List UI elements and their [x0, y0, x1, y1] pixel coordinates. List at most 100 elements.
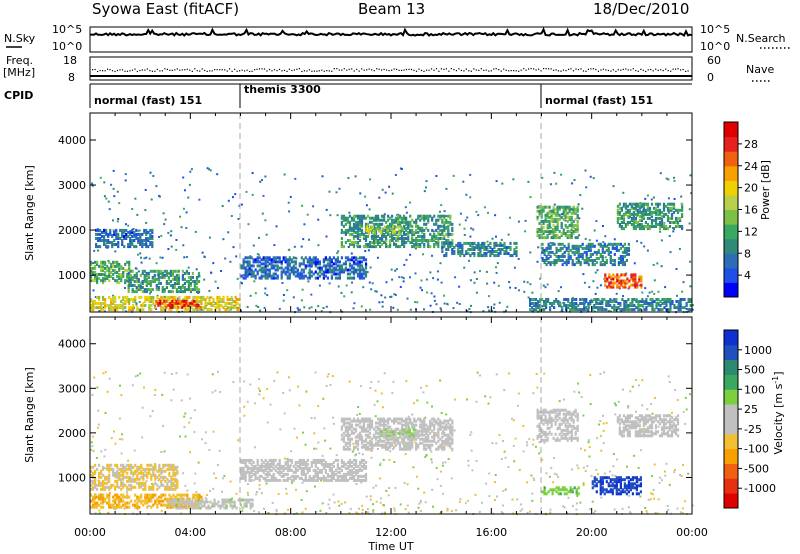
range-gate-cell — [633, 304, 636, 307]
range-gate-cell — [248, 266, 251, 270]
nave-point — [378, 68, 380, 70]
range-gate-cell — [562, 211, 565, 215]
range-gate-cell — [110, 271, 113, 274]
range-gate-cell — [358, 218, 362, 222]
range-gate-cell — [312, 260, 315, 264]
range-gate-cell — [583, 306, 586, 310]
range-gate-cell — [137, 288, 140, 292]
range-gate-cell — [400, 229, 403, 233]
range-gate-cell — [170, 373, 173, 375]
range-gate-cell — [330, 264, 333, 268]
range-gate-cell — [179, 435, 181, 438]
range-gate-cell — [457, 252, 460, 255]
range-gate-cell — [314, 258, 317, 262]
range-gate-cell — [366, 214, 370, 218]
range-gate-cell — [620, 283, 623, 287]
range-gate-cell — [652, 196, 655, 199]
range-gate-cell — [112, 302, 115, 305]
range-gate-cell — [145, 284, 148, 287]
range-gate-cell — [177, 280, 180, 283]
range-gate-cell — [360, 276, 364, 280]
range-gate-cell — [316, 260, 319, 264]
range-gate-cell — [613, 304, 616, 307]
nave-point — [545, 68, 547, 70]
range-gate-cell — [144, 483, 147, 487]
range-gate-cell — [370, 216, 374, 220]
range-gate-cell — [536, 209, 539, 213]
range-gate-cell — [681, 227, 684, 231]
range-gate-cell — [629, 308, 632, 312]
range-gate-cell — [458, 285, 461, 288]
range-gate-cell — [218, 295, 221, 299]
range-gate-cell — [389, 450, 392, 453]
range-gate-cell — [129, 245, 132, 249]
range-gate-cell — [601, 300, 604, 303]
range-gate-cell — [104, 475, 107, 479]
nave-point — [465, 68, 467, 70]
range-gate-cell — [138, 465, 141, 469]
range-gate-cell — [150, 487, 153, 491]
range-gate-cell — [144, 209, 147, 212]
range-gate-cell — [118, 264, 121, 268]
range-gate-cell — [189, 301, 192, 305]
range-gate-cell — [419, 234, 422, 238]
range-gate-cell — [440, 204, 443, 207]
range-gate-cell — [145, 280, 148, 283]
range-gate-cell — [208, 300, 211, 303]
range-gate-cell — [354, 224, 358, 228]
range-gate-cell — [603, 244, 606, 248]
range-gate-cell — [613, 246, 616, 250]
range-gate-cell — [400, 225, 403, 229]
range-gate-cell — [175, 273, 178, 277]
range-gate-cell — [129, 230, 132, 234]
range-gate-cell — [576, 495, 579, 497]
range-gate-cell — [633, 308, 636, 312]
range-gate-cell — [649, 298, 652, 301]
range-gate-cell — [633, 262, 636, 265]
range-gate-cell — [92, 300, 95, 303]
range-gate-cell — [102, 465, 105, 469]
range-gate-cell — [466, 216, 469, 219]
range-gate-cell — [389, 296, 392, 298]
range-gate-cell — [657, 308, 660, 312]
range-gate-cell — [469, 243, 472, 247]
range-gate-cell — [224, 302, 227, 305]
range-gate-cell — [195, 299, 198, 303]
range-gate-cell — [564, 205, 567, 209]
power-scatter — [90, 167, 694, 314]
range-gate-cell — [513, 460, 516, 463]
range-gate-cell — [354, 175, 357, 178]
range-gate-cell — [160, 451, 163, 453]
range-gate-cell — [505, 248, 508, 251]
range-gate-cell — [338, 504, 341, 507]
range-gate-cell — [132, 300, 135, 303]
range-gate-cell — [154, 388, 157, 391]
range-gate-cell — [515, 252, 518, 255]
range-gate-cell — [369, 495, 372, 498]
nave-tick-top: 60 — [707, 54, 721, 67]
range-gate-cell — [182, 176, 185, 179]
range-gate-cell — [288, 210, 291, 213]
range-gate-cell — [352, 214, 356, 218]
range-gate-cell — [150, 473, 153, 477]
range-gate-cell — [514, 437, 517, 440]
nave-point — [567, 68, 570, 70]
nave-point — [124, 70, 126, 72]
range-gate-cell — [660, 225, 664, 228]
nave-point — [92, 69, 94, 71]
range-gate-cell — [585, 255, 588, 258]
range-gate-cell — [166, 477, 169, 481]
range-gate-cell — [579, 244, 582, 248]
range-gate-cell — [475, 291, 478, 294]
range-gate-cell — [100, 260, 103, 264]
range-gate-cell — [188, 308, 191, 312]
range-gate-cell — [581, 302, 584, 305]
range-gate-cell — [116, 481, 119, 485]
range-gate-cell — [121, 239, 124, 242]
range-gate-cell — [208, 289, 211, 292]
range-gate-cell — [310, 293, 313, 296]
range-gate-cell — [172, 295, 175, 299]
range-gate-cell — [435, 220, 438, 224]
range-gate-cell — [94, 302, 97, 305]
range-gate-cell — [553, 302, 556, 305]
